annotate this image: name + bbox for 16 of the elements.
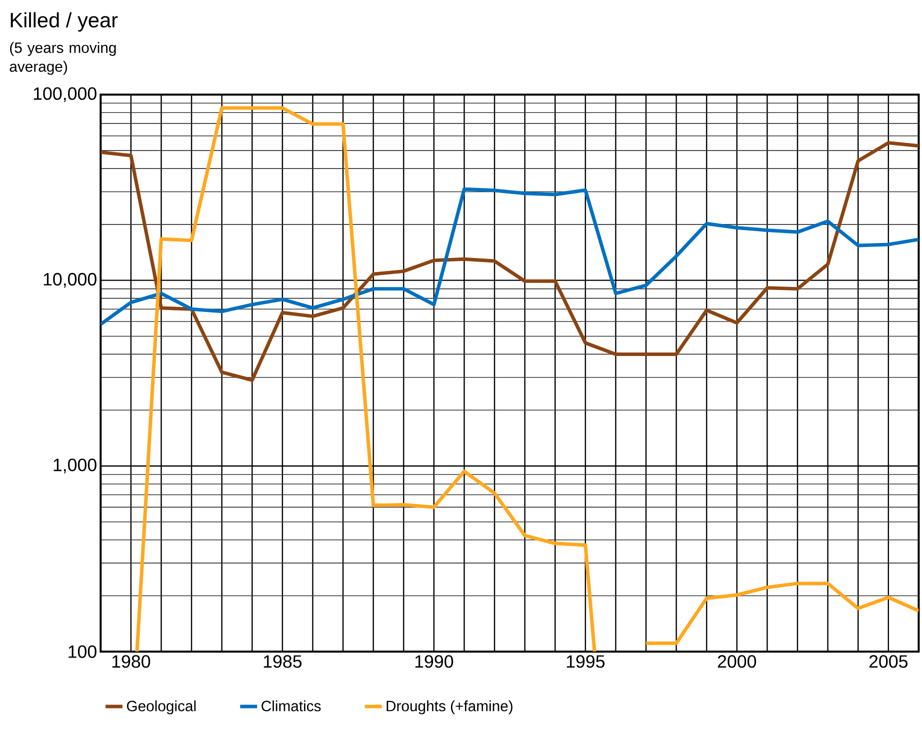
y-tick-label: 1,000 bbox=[54, 458, 96, 474]
y-tick-label: 100 bbox=[68, 645, 96, 658]
chart-title: Killed / year bbox=[10, 12, 118, 32]
line-series bbox=[100, 187, 919, 326]
legend-label: Climatics bbox=[262, 700, 321, 712]
x-tick-label: 1995 bbox=[566, 655, 605, 668]
y-tick-label: 100,000 bbox=[34, 87, 96, 102]
x-tick-label: 1990 bbox=[415, 655, 454, 668]
x-tick-label: 1985 bbox=[264, 655, 302, 668]
y-tick-label: 10,000 bbox=[44, 272, 96, 288]
x-tick-label: 1980 bbox=[112, 655, 150, 668]
x-tick-label: 2005 bbox=[869, 655, 908, 668]
legend-label: Geological bbox=[126, 700, 196, 714]
x-tick-label: 2000 bbox=[718, 655, 756, 668]
legend-label: Droughts (+famine) bbox=[386, 700, 512, 714]
chart-subtitle: (5 years moving average) bbox=[10, 42, 116, 75]
